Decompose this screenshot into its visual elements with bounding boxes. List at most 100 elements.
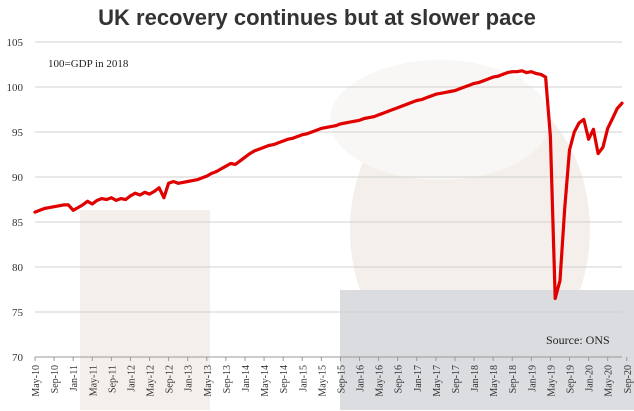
data-point xyxy=(114,199,118,202)
data-point xyxy=(95,199,99,202)
data-point xyxy=(172,180,175,183)
data-point xyxy=(410,100,414,104)
data-point xyxy=(129,194,132,198)
x-tick-label: Jan-18 xyxy=(470,365,481,392)
data-point xyxy=(105,198,108,201)
data-point xyxy=(539,73,543,76)
y-tick-label: 80 xyxy=(12,262,24,274)
data-point xyxy=(267,144,271,147)
data-point xyxy=(257,147,261,151)
data-point xyxy=(520,69,524,73)
data-point xyxy=(238,159,242,163)
data-point xyxy=(506,71,509,74)
data-point xyxy=(420,98,423,101)
data-point xyxy=(277,141,280,145)
data-point xyxy=(272,143,275,147)
data-point xyxy=(467,83,471,87)
data-point xyxy=(315,128,318,132)
chart-title: UK recovery continues but at slower pace xyxy=(98,5,536,30)
data-point xyxy=(458,87,462,91)
data-point xyxy=(525,71,528,74)
data-point xyxy=(592,127,595,131)
data-point xyxy=(71,208,75,212)
data-point xyxy=(234,163,237,166)
data-point xyxy=(152,190,156,193)
data-point xyxy=(601,145,605,149)
x-tick-label: May-15 xyxy=(317,365,328,397)
data-point xyxy=(296,135,299,138)
background-photo xyxy=(80,60,634,410)
data-point xyxy=(472,82,476,85)
data-point xyxy=(110,196,113,200)
data-point xyxy=(611,117,614,120)
x-tick-label: Jan-17 xyxy=(413,365,424,392)
data-point xyxy=(577,121,581,125)
data-point xyxy=(38,208,42,212)
data-point xyxy=(563,207,567,210)
data-point xyxy=(529,70,533,74)
x-tick-label: Sep-19 xyxy=(566,365,577,393)
data-point xyxy=(353,119,357,123)
data-point xyxy=(391,108,395,111)
y-tick-label: 100 xyxy=(7,82,24,94)
x-tick-label: May-13 xyxy=(203,365,214,397)
data-point xyxy=(429,94,433,98)
data-point xyxy=(33,210,37,214)
data-point xyxy=(463,85,466,89)
data-point xyxy=(324,126,328,129)
data-point xyxy=(596,152,600,156)
data-point xyxy=(167,181,171,185)
data-point xyxy=(205,174,209,178)
x-tick-label: Jan-19 xyxy=(527,365,538,392)
data-point xyxy=(176,181,180,185)
x-tick-label: Jan-20 xyxy=(585,365,596,392)
data-point xyxy=(133,191,137,195)
x-tick-label: May-10 xyxy=(31,365,42,397)
x-tick-label: Sep-17 xyxy=(451,365,462,393)
data-point xyxy=(572,130,576,134)
data-point xyxy=(487,77,490,81)
data-point xyxy=(319,126,323,130)
x-tick-label: May-19 xyxy=(546,365,557,397)
data-point xyxy=(362,117,366,120)
x-tick-label: Jan-11 xyxy=(69,365,80,391)
data-point xyxy=(157,186,161,190)
data-point xyxy=(329,125,333,128)
data-point xyxy=(339,122,342,126)
data-point xyxy=(224,164,228,168)
data-point xyxy=(343,121,347,125)
data-point xyxy=(195,178,199,182)
x-tick-label: Sep-20 xyxy=(623,365,634,393)
data-point xyxy=(148,192,151,196)
data-point xyxy=(210,172,214,175)
data-point xyxy=(162,196,166,200)
data-point xyxy=(482,79,485,83)
data-point xyxy=(305,132,309,136)
data-point xyxy=(124,198,128,201)
x-tick-label: Jan-16 xyxy=(356,365,367,392)
data-point xyxy=(43,207,46,210)
data-point xyxy=(587,137,590,141)
data-point xyxy=(558,279,562,282)
data-point xyxy=(405,102,409,106)
data-point xyxy=(52,205,56,209)
data-point xyxy=(358,118,361,122)
data-point xyxy=(62,203,65,207)
data-point xyxy=(515,70,519,74)
y-tick-label: 105 xyxy=(7,37,24,49)
data-point xyxy=(181,181,185,184)
data-point xyxy=(200,176,204,180)
data-point xyxy=(544,75,547,79)
series-layer xyxy=(33,69,624,301)
x-tick-label: Sep-13 xyxy=(222,365,233,393)
data-point xyxy=(396,106,400,110)
x-tick-label: Sep-14 xyxy=(279,365,290,393)
data-point xyxy=(606,126,610,130)
data-point xyxy=(90,202,94,206)
data-point xyxy=(448,90,452,93)
data-point xyxy=(534,72,538,75)
data-point xyxy=(300,133,304,137)
data-point xyxy=(214,170,218,174)
